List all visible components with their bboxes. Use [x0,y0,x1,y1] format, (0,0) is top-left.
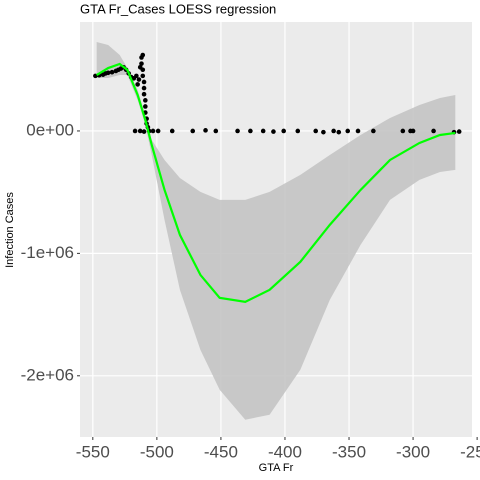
point [281,128,286,134]
loess-line [96,62,456,303]
point [203,128,208,133]
point [271,129,276,134]
point [132,128,138,134]
point [169,128,175,134]
chart-title: GTA Fr_Cases LOESS regression [80,1,276,16]
point [150,128,156,134]
point [141,129,147,134]
y-tick-label: -2e+06 [21,365,74,384]
point [105,70,111,76]
point [456,129,462,134]
point [141,79,147,85]
point [137,64,143,70]
point [345,128,351,134]
confidence-band [96,41,456,420]
point [260,128,266,134]
y-axis-label: Infection Cases [4,192,16,268]
point [313,128,319,134]
point [213,128,219,134]
x-tick-label: -300 [396,442,430,461]
x-tick-label: -350 [332,442,366,461]
point [371,128,376,134]
point [134,73,139,79]
point [235,128,240,134]
y-tick-label: -1e+06 [21,243,74,262]
point [136,77,142,82]
point [336,129,342,135]
point [321,129,326,135]
point [248,128,253,134]
x-axis-label: GTA Fr [259,462,294,474]
point [143,104,148,109]
y-tick-label: 0e+00 [26,120,74,139]
x-tick-label: -500 [140,442,174,461]
x-tick-label: -250 [460,442,480,461]
x-tick-label: -400 [268,442,302,461]
point [295,128,301,134]
point [400,128,406,134]
x-tick-label: -550 [76,442,110,461]
point [143,98,148,103]
point [135,82,140,87]
point [109,69,115,75]
point [139,61,144,66]
point [190,128,196,134]
x-tick-label: -450 [204,442,238,461]
point [141,91,147,97]
point [155,128,161,134]
point [140,73,146,79]
point [410,128,416,134]
point [137,128,143,134]
point [331,128,336,134]
point [141,85,147,91]
point [431,128,436,134]
point [140,52,146,58]
point [355,128,361,134]
